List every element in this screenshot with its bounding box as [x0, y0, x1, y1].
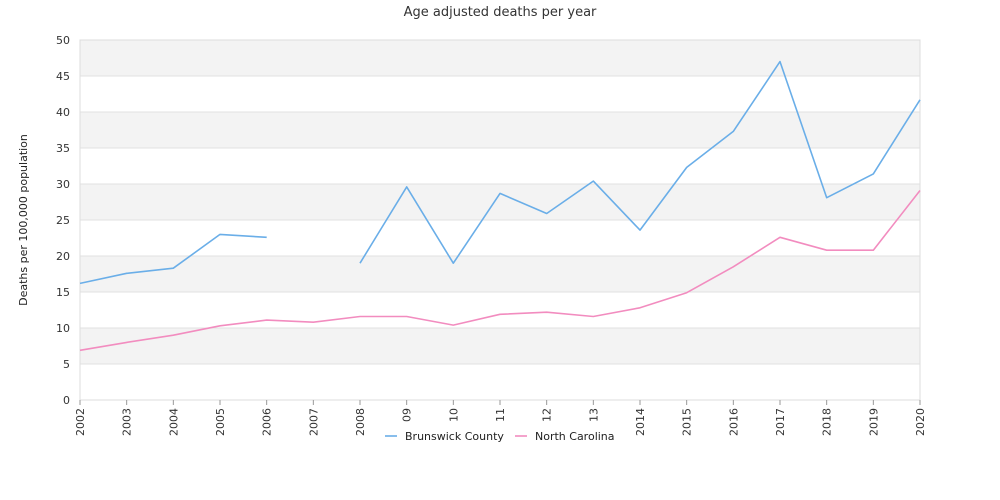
x-tick-label: 2008	[354, 408, 367, 436]
series-lines	[79, 60, 921, 352]
y-axis-ticks: 0 5 10 15 20 25 30 35 40 45 50	[56, 34, 70, 407]
y-tick-label: 30	[56, 178, 70, 191]
y-tick-label: 10	[56, 322, 70, 335]
x-tick-label: 12	[541, 408, 554, 422]
x-tick-label: 2018	[821, 408, 834, 436]
y-tick-label: 0	[63, 394, 70, 407]
x-tick-label: 2016	[727, 408, 740, 436]
x-tick-label: 2014	[634, 408, 647, 436]
grid-band	[80, 256, 920, 292]
x-tick-label: 2017	[774, 408, 787, 436]
legend-label: Brunswick County	[405, 430, 504, 443]
x-tick-label: 2015	[681, 408, 694, 436]
y-tick-label: 50	[56, 34, 70, 47]
x-tick-label: 2005	[214, 408, 227, 436]
x-tick-label: 2019	[867, 408, 880, 436]
grid-band	[80, 328, 920, 364]
legend-label: North Carolina	[535, 430, 615, 443]
x-tick-label: 11	[494, 408, 507, 422]
chart-title: Age adjusted deaths per year	[404, 5, 597, 20]
x-tick-label: 2003	[121, 408, 134, 436]
y-tick-label: 20	[56, 250, 70, 263]
y-tick-label: 35	[56, 142, 70, 155]
grid-band	[80, 40, 920, 76]
x-tick-label: 13	[587, 408, 600, 422]
x-tick-label: 2006	[261, 408, 274, 436]
y-tick-label: 15	[56, 286, 70, 299]
x-tick-label: 10	[447, 408, 460, 422]
y-axis-title: Deaths per 100,000 population	[17, 134, 30, 306]
y-tick-label: 5	[63, 358, 70, 371]
x-tick-label: 2002	[74, 408, 87, 436]
x-tick-label: 2004	[167, 408, 180, 436]
series-line-brunswick-county	[79, 233, 267, 285]
y-tick-label: 40	[56, 106, 70, 119]
series-line-brunswick-county	[359, 60, 921, 264]
x-axis-ticks: 2002 2003 2004 2005 2006 2007 2008 09 10 11 12 13 20…	[74, 400, 927, 436]
x-tick-label: 2007	[307, 408, 320, 436]
legend: Brunswick County North Carolina	[385, 430, 615, 443]
x-tick-label: 2020	[914, 408, 927, 436]
x-tick-label: 09	[401, 408, 414, 422]
y-tick-label: 45	[56, 70, 70, 83]
grid-band	[80, 184, 920, 220]
grid-band	[80, 112, 920, 148]
grid-bands	[80, 40, 920, 364]
y-tick-label: 25	[56, 214, 70, 227]
series-line-north-carolina	[79, 190, 921, 352]
